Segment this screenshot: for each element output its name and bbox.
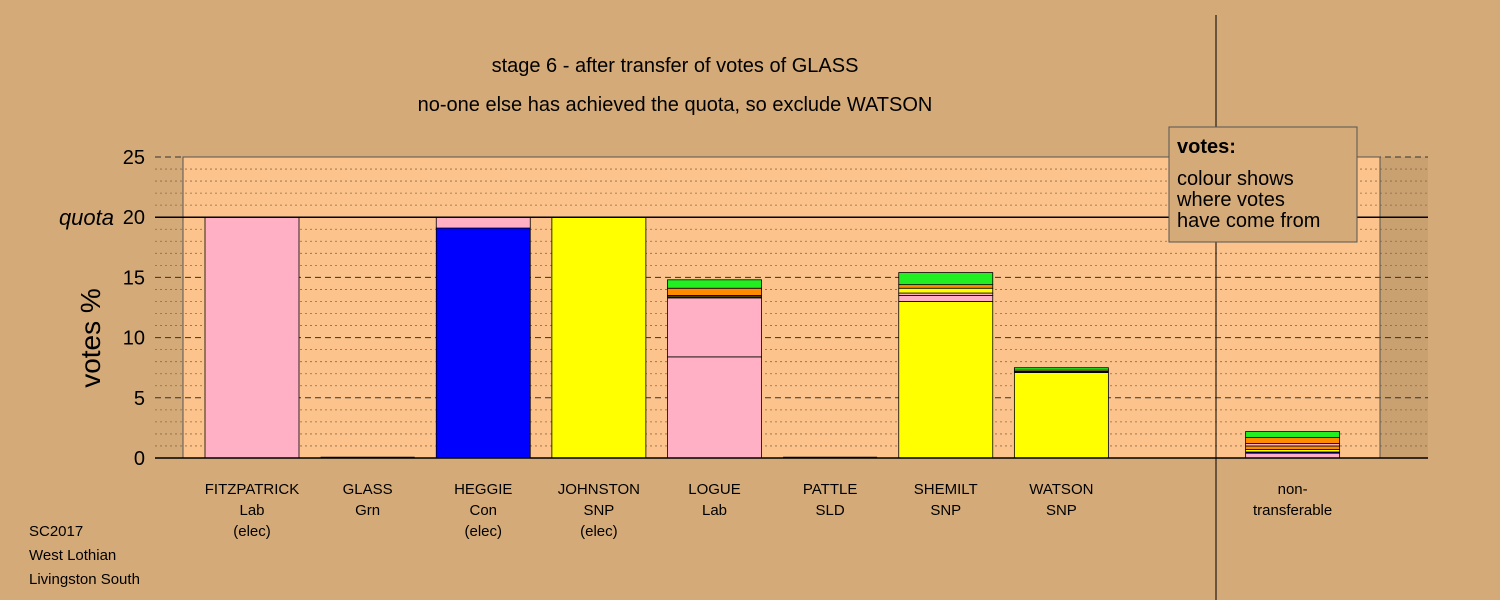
bar-segment xyxy=(898,295,994,302)
bar-segment xyxy=(1245,437,1341,444)
y-axis-label: votes % xyxy=(75,288,106,388)
candidate-label: HEGGIE xyxy=(454,481,512,498)
candidate-label: Grn xyxy=(355,502,380,519)
bar-segment xyxy=(1245,431,1341,438)
footer-ward: Livingston South xyxy=(29,571,140,588)
bar-segment xyxy=(667,287,762,296)
candidate-label: Con xyxy=(469,502,497,519)
bar-segment xyxy=(435,216,531,229)
bar-segment xyxy=(898,287,994,294)
quota-label: quota xyxy=(59,205,114,230)
bar-segment xyxy=(435,227,531,459)
legend-line: colour shows xyxy=(1177,168,1294,190)
legend-line: have come from xyxy=(1177,210,1320,232)
candidate-label: LOGUE xyxy=(688,481,741,498)
candidate-labels: FITZPATRICK Lab (elec) GLASS Grn HEGGIE Con (el… xyxy=(205,481,1332,540)
y-tick-label: 20 xyxy=(123,207,145,229)
bar-segment xyxy=(898,301,994,459)
legend-box xyxy=(1168,126,1358,243)
bar-segment xyxy=(1013,372,1109,459)
bars xyxy=(204,216,1341,459)
candidate-label: (elec) xyxy=(233,523,271,540)
bar-segment xyxy=(204,216,300,459)
legend-line: where votes xyxy=(1176,189,1285,211)
bar-segment xyxy=(667,356,762,459)
bar-segment xyxy=(1013,367,1109,371)
candidate-label: Lab xyxy=(239,502,264,519)
y-tick-label: 15 xyxy=(123,267,145,289)
candidate-label: GLASS xyxy=(343,481,393,498)
y-tick-label: 5 xyxy=(134,388,145,410)
chart-title: stage 6 - after transfer of votes of GLA… xyxy=(492,55,859,77)
bar-segment xyxy=(898,272,994,286)
candidate-label: PATTLE xyxy=(803,481,857,498)
candidate-label: (elec) xyxy=(464,523,502,540)
y-tick-label: 10 xyxy=(123,328,145,350)
legend: votes: colour shows where votes have com… xyxy=(1168,126,1358,243)
y-tick-label: 0 xyxy=(134,448,145,470)
candidate-label: non- xyxy=(1278,481,1308,498)
candidate-label: (elec) xyxy=(580,523,618,540)
footer-election: SC2017 xyxy=(29,523,83,540)
candidate-label: WATSON xyxy=(1029,481,1093,498)
footer-council: West Lothian xyxy=(29,547,116,564)
candidate-label: transferable xyxy=(1253,502,1332,519)
legend-title: votes: xyxy=(1177,136,1236,158)
candidate-label: SNP xyxy=(583,502,614,519)
chart-subtitle: no-one else has achieved the quota, so e… xyxy=(418,94,933,116)
candidate-label: SLD xyxy=(816,502,845,519)
candidate-label: SHEMILT xyxy=(914,481,978,498)
bar-segment xyxy=(898,284,994,289)
plot-right-margin xyxy=(1380,157,1428,458)
bar-segment xyxy=(667,297,762,358)
candidate-label: FITZPATRICK xyxy=(205,481,299,498)
candidate-label: SNP xyxy=(930,502,961,519)
candidate-label: Lab xyxy=(702,502,727,519)
bar-segment xyxy=(551,216,647,459)
bar-segment xyxy=(1245,445,1341,450)
y-tick-label: 25 xyxy=(123,147,145,169)
candidate-label: JOHNSTON xyxy=(558,481,640,498)
bar-segment xyxy=(667,279,762,289)
candidate-label: SNP xyxy=(1046,502,1077,519)
footer: SC2017 West Lothian Livingston South xyxy=(29,523,140,588)
